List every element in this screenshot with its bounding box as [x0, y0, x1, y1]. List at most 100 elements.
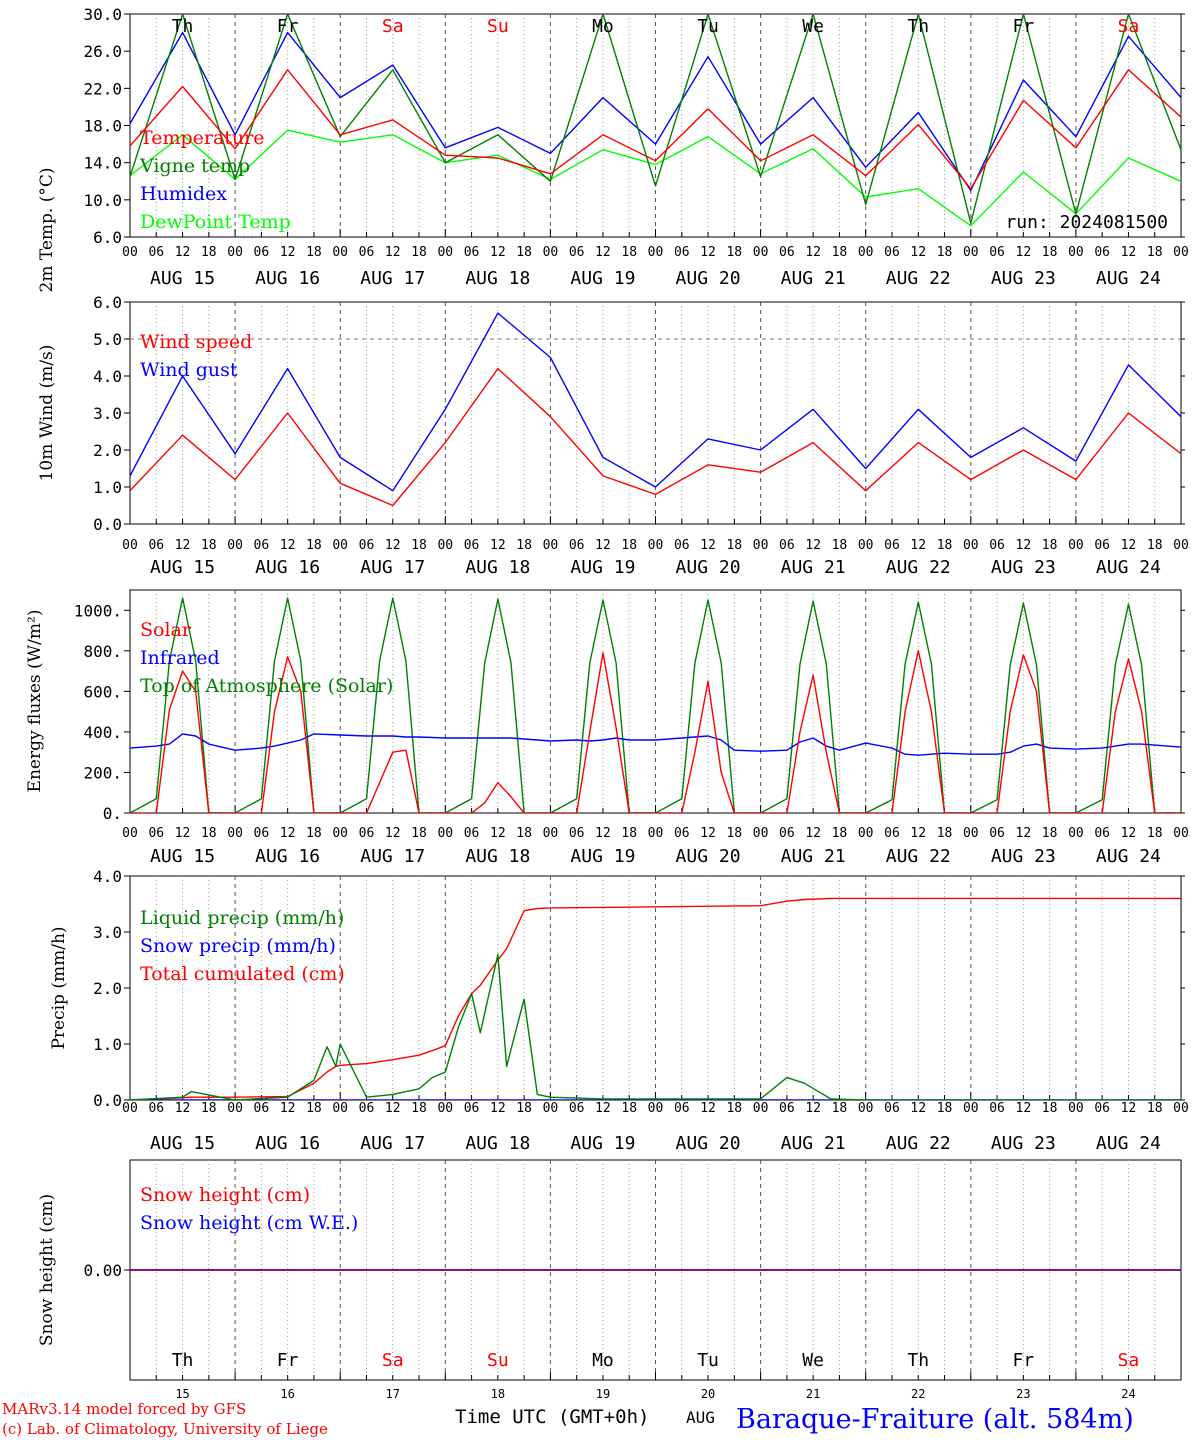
- hour-tick-label: 12: [1121, 538, 1137, 553]
- hour-tick-label: 12: [805, 245, 821, 260]
- day-number-label: 19: [596, 1387, 610, 1401]
- hour-tick-label: 12: [385, 538, 401, 553]
- date-label: AUG 16: [255, 846, 320, 867]
- day-number-label: 17: [386, 1387, 400, 1401]
- series-line-infrared: [130, 733, 1181, 756]
- hour-tick-label: 18: [1042, 538, 1058, 553]
- date-label: AUG 22: [886, 268, 951, 289]
- hour-tick-label: 12: [385, 245, 401, 260]
- y-tick-label: 1.0: [93, 478, 122, 497]
- date-label: AUG 20: [676, 1133, 741, 1154]
- hour-tick-label: 06: [884, 826, 900, 841]
- hour-tick-label: 00: [332, 245, 348, 260]
- hour-tick-label: 12: [595, 1101, 611, 1116]
- legend-entry: Wind gust: [140, 359, 238, 381]
- hour-tick-label: 00: [1068, 1101, 1084, 1116]
- weekday-label: We: [802, 16, 824, 37]
- y-tick-label: 18.0: [83, 117, 122, 136]
- hour-tick-label: 18: [306, 245, 322, 260]
- hour-tick-label: 06: [1094, 1101, 1110, 1116]
- series-line-wind-speed: [130, 367, 1181, 507]
- legend-entry: Top of Atmosphere (Solar): [140, 675, 393, 697]
- footer-credit-line: (c) Lab. of Climatology, University of L…: [2, 1420, 328, 1438]
- hour-tick-label: 12: [280, 245, 296, 260]
- weekday-label: Mo: [592, 16, 614, 37]
- hour-tick-label: 12: [1121, 245, 1137, 260]
- hour-tick-label: 18: [201, 1101, 217, 1116]
- weekday-label: Tu: [697, 1350, 719, 1371]
- weekday-label: Th: [907, 16, 929, 37]
- hour-tick-label: 18: [411, 1101, 427, 1116]
- date-label: AUG 16: [255, 1133, 320, 1154]
- date-label: AUG 15: [150, 268, 215, 289]
- hour-tick-label: 06: [254, 1101, 270, 1116]
- y-axis-label: 10m Wind (m/s): [37, 345, 57, 482]
- series-line-solar: [130, 650, 1181, 813]
- date-label: AUG 23: [991, 1133, 1056, 1154]
- hour-tick-label: 18: [411, 245, 427, 260]
- weekday-label: Fr: [1013, 1350, 1035, 1371]
- date-label: AUG 20: [676, 846, 741, 867]
- weekday-label: Tu: [697, 16, 719, 37]
- hour-tick-label: 06: [884, 538, 900, 553]
- hour-tick-label: 00: [332, 1101, 348, 1116]
- date-label: AUG 22: [886, 557, 951, 578]
- hour-tick-label: 18: [411, 538, 427, 553]
- hour-tick-label: 18: [516, 1101, 532, 1116]
- y-axis-label: Snow height (cm): [37, 1194, 57, 1346]
- hour-tick-label: 00: [122, 1101, 138, 1116]
- y-axis-label: Energy fluxes (W/m²): [25, 610, 45, 793]
- hour-tick-label: 18: [201, 538, 217, 553]
- hour-tick-label: 12: [280, 1101, 296, 1116]
- hour-tick-label: 06: [359, 245, 375, 260]
- hour-tick-label: 00: [648, 826, 664, 841]
- day-number-label: 18: [491, 1387, 505, 1401]
- hour-tick-label: 12: [280, 826, 296, 841]
- series-line-dewpoint-temp: [130, 129, 1181, 227]
- weekday-label: Mo: [592, 1350, 614, 1371]
- date-label: AUG 17: [360, 557, 425, 578]
- hour-tick-label: 12: [490, 245, 506, 260]
- y-tick-label: 10.0: [83, 191, 122, 210]
- hour-tick-label: 12: [805, 826, 821, 841]
- hour-tick-label: 18: [726, 826, 742, 841]
- hour-tick-label: 12: [595, 826, 611, 841]
- hour-tick-label: 00: [437, 1101, 453, 1116]
- hour-tick-label: 00: [1173, 826, 1189, 841]
- hour-tick-label: 06: [989, 826, 1005, 841]
- hour-tick-label: 18: [621, 1101, 637, 1116]
- hour-tick-label: 18: [726, 1101, 742, 1116]
- date-label: AUG 23: [991, 846, 1056, 867]
- legend-entry: Wind speed: [140, 331, 252, 353]
- date-label: AUG 17: [360, 268, 425, 289]
- hour-tick-label: 00: [122, 538, 138, 553]
- station-title: Baraque-Fraiture (alt. 584m): [736, 1404, 1134, 1435]
- date-label: AUG 24: [1096, 557, 1161, 578]
- y-tick-label: 22.0: [83, 79, 122, 98]
- date-label: AUG 23: [991, 268, 1056, 289]
- hour-tick-label: 18: [832, 1101, 848, 1116]
- hour-tick-label: 06: [254, 245, 270, 260]
- series-group: [130, 312, 1181, 507]
- legend-entry: Snow height (cm): [140, 1184, 310, 1206]
- hour-tick-label: 00: [122, 245, 138, 260]
- y-tick-label: 30.0: [83, 5, 122, 24]
- date-label: AUG 18: [465, 1133, 530, 1154]
- hour-tick-label: 06: [989, 1101, 1005, 1116]
- date-label: AUG 22: [886, 1133, 951, 1154]
- hour-tick-label: 06: [989, 245, 1005, 260]
- y-tick-label: 4.0: [93, 367, 122, 386]
- date-label: AUG 18: [465, 557, 530, 578]
- y-tick-label: 0.: [103, 804, 122, 823]
- y-tick-label: 14.0: [83, 154, 122, 173]
- date-label: AUG 21: [781, 846, 846, 867]
- panel-3: 1000.800.600.400.200.0.00 06 12 18 00 06 12 18 0…: [25, 589, 1189, 867]
- hour-tick-label: 12: [700, 826, 716, 841]
- hour-tick-label: 06: [569, 538, 585, 553]
- day-number-label: 21: [806, 1387, 820, 1401]
- date-label: AUG 17: [360, 1133, 425, 1154]
- legend-entry: Infrared: [140, 647, 220, 669]
- hour-tick-label: 18: [516, 245, 532, 260]
- hour-tick-label: 12: [700, 538, 716, 553]
- legend-entry: DewPoint Temp: [140, 211, 291, 233]
